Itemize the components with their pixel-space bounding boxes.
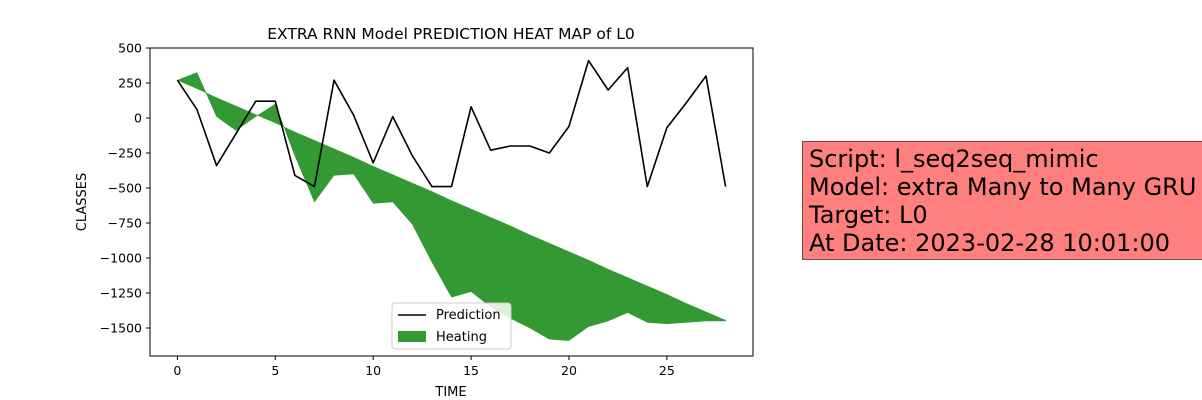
x-tick-label: 15 [463, 363, 479, 378]
y-axis-label: CLASSES [75, 173, 90, 231]
axes: 0 5 10 15 20 25 500 250 0 −250 −500 −750 −1000 −1250 −… [100, 41, 754, 378]
plot-area [176, 59, 727, 341]
x-tick-label: 10 [365, 363, 381, 378]
info-model: Model: extra Many to Many GRU [809, 173, 1197, 201]
y-tick-label: −250 [108, 146, 142, 161]
info-script: Script: l_seq2seq_mimic [809, 145, 1099, 173]
y-tick-label: −500 [108, 181, 142, 196]
info-date: At Date: 2023-02-28 10:01:00 [809, 229, 1171, 257]
y-tick-label: −750 [108, 216, 142, 231]
y-tick-label: 500 [118, 41, 142, 56]
heating-area [176, 72, 726, 341]
info-target: Target: L0 [809, 201, 928, 229]
legend-heating-swatch [398, 331, 426, 342]
legend-prediction-label: Prediction [436, 308, 501, 323]
info-box: Script: l_seq2seq_mimic Model: extra Man… [802, 141, 1202, 260]
y-tick-label: 0 [134, 111, 142, 126]
legend: Prediction Heating [391, 302, 512, 350]
plot-frame [149, 47, 754, 357]
x-tick-label: 0 [173, 363, 181, 378]
prediction-line [176, 59, 727, 188]
y-tick-label: −1250 [100, 286, 142, 301]
x-axis-label: TIME [434, 385, 466, 400]
x-tick-label: 25 [659, 363, 675, 378]
chart-title: EXTRA RNN Model PREDICTION HEAT MAP of L… [267, 25, 635, 43]
legend-heating-label: Heating [436, 330, 487, 345]
x-tick-label: 5 [271, 363, 279, 378]
x-tick-label: 20 [561, 363, 577, 378]
y-tick-label: −1000 [100, 251, 142, 266]
y-tick-label: −1500 [100, 321, 142, 336]
y-tick-label: 250 [118, 76, 142, 91]
